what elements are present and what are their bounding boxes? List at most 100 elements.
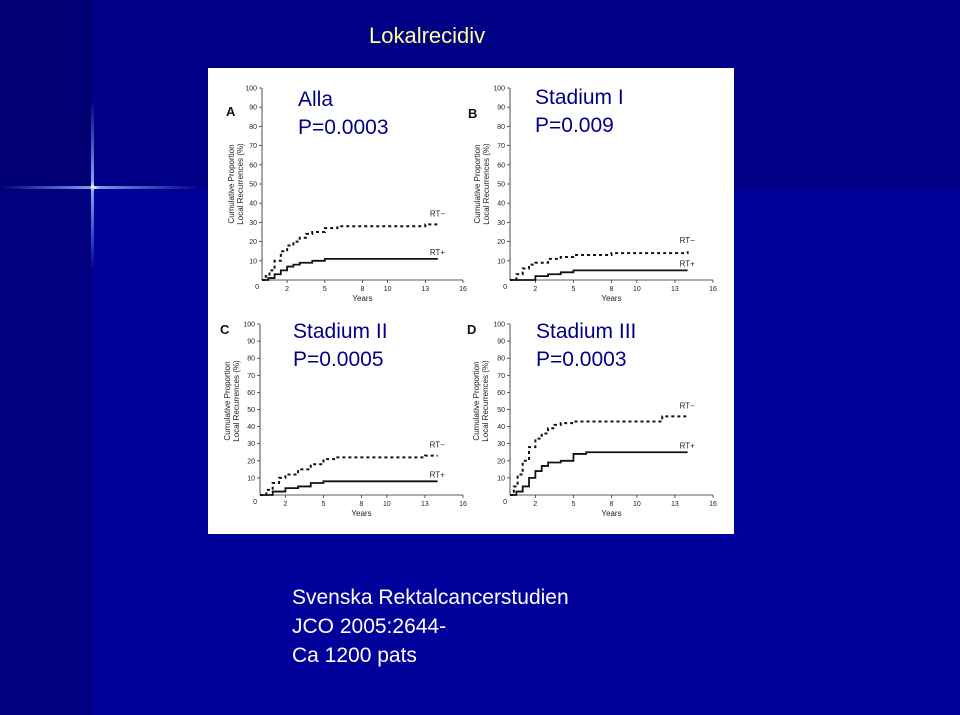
y-tick-label: 90 xyxy=(247,339,255,346)
y-tick-label: 10 xyxy=(247,475,255,482)
x-tick-label: 5 xyxy=(321,501,325,508)
origin-tick-label: 0 xyxy=(253,499,257,506)
source-line-journal: JCO 2005:2644- xyxy=(292,615,447,638)
y-tick-label: 70 xyxy=(497,143,505,150)
y-tick-label: 80 xyxy=(249,124,257,131)
panel-annotation-line: P=0.0003 xyxy=(536,348,627,371)
series-label: RT+ xyxy=(680,259,696,268)
origin-tick-label: 0 xyxy=(255,284,259,291)
y-tick-label: 50 xyxy=(249,182,257,189)
y-tick-label: 100 xyxy=(493,86,505,93)
y-tick-label: 50 xyxy=(497,407,505,414)
panel-annotation-line: Alla xyxy=(298,88,333,111)
x-tick-label: 13 xyxy=(421,286,429,293)
origin-tick-label: 0 xyxy=(503,499,507,506)
source-line-patients: Ca 1200 pats xyxy=(292,644,417,667)
panel-annotation-line: P=0.009 xyxy=(535,114,614,137)
chart-panel-d: D 10 20 30 40 50 60 70 80 90 100 0 2 5 8 10 13 16 Years Cum… xyxy=(467,320,717,518)
y-axis-label-line: Local Recurrences (%) xyxy=(481,360,490,442)
series-label: RT− xyxy=(430,441,446,450)
y-tick-label: 20 xyxy=(249,239,257,246)
y-tick-label: 10 xyxy=(497,475,505,482)
x-tick-label: 13 xyxy=(671,286,679,293)
y-tick-label: 10 xyxy=(497,258,505,265)
x-tick-label: 2 xyxy=(533,286,537,293)
y-axis-label-line: Cumulative Proportion xyxy=(472,361,481,440)
y-tick-label: 30 xyxy=(497,441,505,448)
y-tick-label: 20 xyxy=(497,239,505,246)
series-label: RT+ xyxy=(430,470,446,479)
panel-annotation-line: Stadium III xyxy=(536,320,636,343)
y-tick-label: 40 xyxy=(247,424,255,431)
y-axis-label-line: Cumulative Proportion xyxy=(473,144,482,223)
series-label: RT− xyxy=(680,236,696,245)
x-tick-label: 16 xyxy=(459,501,467,508)
y-tick-label: 100 xyxy=(243,322,255,329)
y-tick-label: 20 xyxy=(247,458,255,465)
y-tick-label: 30 xyxy=(249,220,257,227)
origin-tick-label: 0 xyxy=(503,284,507,291)
y-tick-label: 60 xyxy=(247,390,255,397)
x-tick-label: 10 xyxy=(633,286,641,293)
x-tick-label: 16 xyxy=(709,501,717,508)
series-line-rt-plus xyxy=(510,269,688,281)
source-citation: Svenska Rektalcancerstudien JCO 2005:264… xyxy=(292,583,569,670)
y-axis-label-line: Cumulative Proportion xyxy=(223,361,232,440)
y-tick-label: 80 xyxy=(497,356,505,363)
x-tick-label: 5 xyxy=(323,286,327,293)
x-axis-label: Years xyxy=(601,294,621,303)
x-axis-label: Years xyxy=(352,294,372,303)
x-tick-label: 8 xyxy=(610,286,614,293)
x-tick-label: 16 xyxy=(459,286,467,293)
x-tick-label: 5 xyxy=(571,501,575,508)
y-tick-label: 80 xyxy=(247,356,255,363)
y-tick-label: 60 xyxy=(249,162,257,169)
series-label: RT+ xyxy=(430,248,446,257)
series-line-rt-plus xyxy=(510,451,688,496)
x-tick-label: 5 xyxy=(571,286,575,293)
series-line-rt-plus xyxy=(262,257,438,281)
source-line-study: Svenska Rektalcancerstudien xyxy=(292,586,569,609)
y-axis-label-line: Local Recurrences (%) xyxy=(482,143,491,225)
chart-panel-a: A 10 20 30 40 50 60 70 80 90 100 0 2 5 8 10 13 16 Years Cum… xyxy=(226,86,467,304)
background-corner xyxy=(0,0,92,190)
sparkle-vertical-ray xyxy=(91,100,94,270)
panel-annotation-line: Stadium II xyxy=(293,320,388,343)
x-tick-label: 10 xyxy=(633,501,641,508)
x-axis-label: Years xyxy=(601,509,621,518)
y-tick-label: 80 xyxy=(497,124,505,131)
y-tick-label: 30 xyxy=(497,220,505,227)
y-tick-label: 20 xyxy=(497,458,505,465)
figure-panels: A 10 20 30 40 50 60 70 80 90 100 0 2 5 8 10 13 16 Years Cum… xyxy=(208,68,734,534)
panel-letter: B xyxy=(468,106,477,121)
x-tick-label: 10 xyxy=(383,501,391,508)
y-tick-label: 90 xyxy=(497,339,505,346)
chart-panel-c: C 10 20 30 40 50 60 70 80 90 100 0 2 5 8 10 13 16 Years Cum… xyxy=(220,320,467,518)
x-tick-label: 10 xyxy=(384,286,392,293)
y-tick-label: 70 xyxy=(249,143,257,150)
y-tick-label: 40 xyxy=(497,424,505,431)
panel-letter: A xyxy=(226,104,236,119)
y-axis-label-line: Local Recurrences (%) xyxy=(236,143,245,225)
y-tick-label: 100 xyxy=(493,322,505,329)
x-tick-label: 2 xyxy=(283,501,287,508)
panel-letter: D xyxy=(467,322,476,337)
y-tick-label: 90 xyxy=(497,105,505,112)
y-tick-label: 50 xyxy=(247,407,255,414)
x-axis-label: Years xyxy=(351,509,371,518)
y-tick-label: 100 xyxy=(245,86,257,93)
y-tick-label: 50 xyxy=(497,182,505,189)
x-tick-label: 13 xyxy=(671,501,679,508)
series-line-rt-minus xyxy=(260,454,438,496)
y-tick-label: 40 xyxy=(249,201,257,208)
x-tick-label: 2 xyxy=(285,286,289,293)
slide-title: Lokalrecidiv xyxy=(369,23,486,48)
y-tick-label: 60 xyxy=(497,390,505,397)
y-axis-label-line: Cumulative Proportion xyxy=(227,144,236,223)
y-tick-label: 40 xyxy=(497,201,505,208)
x-tick-label: 13 xyxy=(421,501,429,508)
y-tick-label: 90 xyxy=(249,105,257,112)
series-label: RT− xyxy=(430,209,446,218)
x-tick-label: 8 xyxy=(361,286,365,293)
